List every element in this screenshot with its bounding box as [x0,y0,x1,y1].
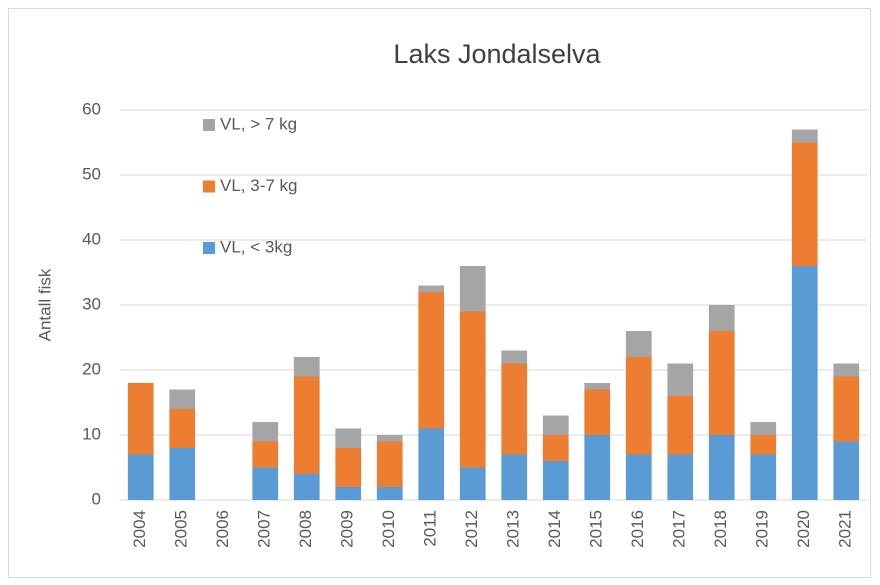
legend-label: VL, < 3kg [220,237,292,256]
bar [459,467,486,500]
bar [169,448,196,500]
bar [833,363,860,377]
bar [252,467,279,500]
bar [252,441,279,468]
y-tick-label: 40 [82,229,101,248]
bar [501,350,528,364]
bar [584,435,611,500]
y-tick-label: 10 [82,424,101,443]
x-tick-label: 2016 [628,510,647,548]
bar [833,441,860,500]
bar [293,357,320,377]
y-tick-label: 30 [82,294,101,313]
legend-label: VL, 3-7 kg [220,176,298,195]
bar [459,311,486,468]
bar [501,454,528,500]
x-tick-label: 2004 [130,510,149,548]
bar [791,129,818,143]
bar [667,454,694,500]
bar [252,422,279,442]
bar [459,266,486,312]
bar [708,435,735,500]
bar [833,376,860,442]
x-tick-label: 2010 [379,510,398,548]
bar [708,305,735,331]
bar [501,363,528,455]
y-tick-label: 0 [92,489,101,508]
bar [584,389,611,435]
bar [708,331,735,435]
x-tick-label: 2019 [753,510,772,548]
bar [542,435,569,461]
x-tick-label: 2017 [670,510,689,548]
x-tick-label: 2005 [172,510,191,548]
bar [418,285,445,292]
x-tick-label: 2013 [504,510,523,548]
bar [293,474,320,500]
bar [750,422,777,435]
bar [584,383,611,390]
legend-swatch [203,119,215,131]
x-tick-label: 2008 [296,510,315,548]
x-tick-label: 2007 [255,510,274,548]
bar [791,142,818,266]
bar [127,454,154,500]
y-tick-label: 50 [82,164,101,183]
bar [542,415,569,435]
bar [625,454,652,500]
bar [376,441,403,487]
x-tick-label: 2009 [338,510,357,548]
bar [169,409,196,448]
y-axis-label: Antall fisk [35,268,54,341]
bar [750,435,777,455]
bar [169,389,196,409]
bar [667,396,694,455]
bar [625,331,652,357]
bar [376,487,403,500]
legend-label: VL, > 7 kg [220,114,297,133]
bar [293,376,320,474]
bar [542,461,569,500]
bar [667,363,694,396]
bar [376,435,403,442]
x-tick-label: 2020 [794,510,813,548]
legend-swatch [203,180,215,193]
x-tick-label: 2021 [836,510,855,548]
y-tick-label: 20 [82,359,101,378]
bar [418,292,445,429]
bar [127,383,154,455]
bar [791,266,818,500]
bar [335,428,362,448]
bar [335,448,362,487]
y-tick-label: 60 [82,99,101,118]
bar [625,357,652,455]
x-tick-label: 2006 [213,510,232,548]
x-tick-label: 2015 [587,510,606,548]
legend-swatch [203,242,215,254]
chart-title: Laks Jondalselva [393,39,601,69]
x-tick-label: 2014 [545,510,564,548]
x-tick-label: 2018 [711,510,730,548]
x-tick-label: 2011 [421,510,440,547]
bar [750,454,777,500]
x-tick-label: 2012 [462,510,481,548]
bar [418,428,445,500]
bar [335,487,362,500]
